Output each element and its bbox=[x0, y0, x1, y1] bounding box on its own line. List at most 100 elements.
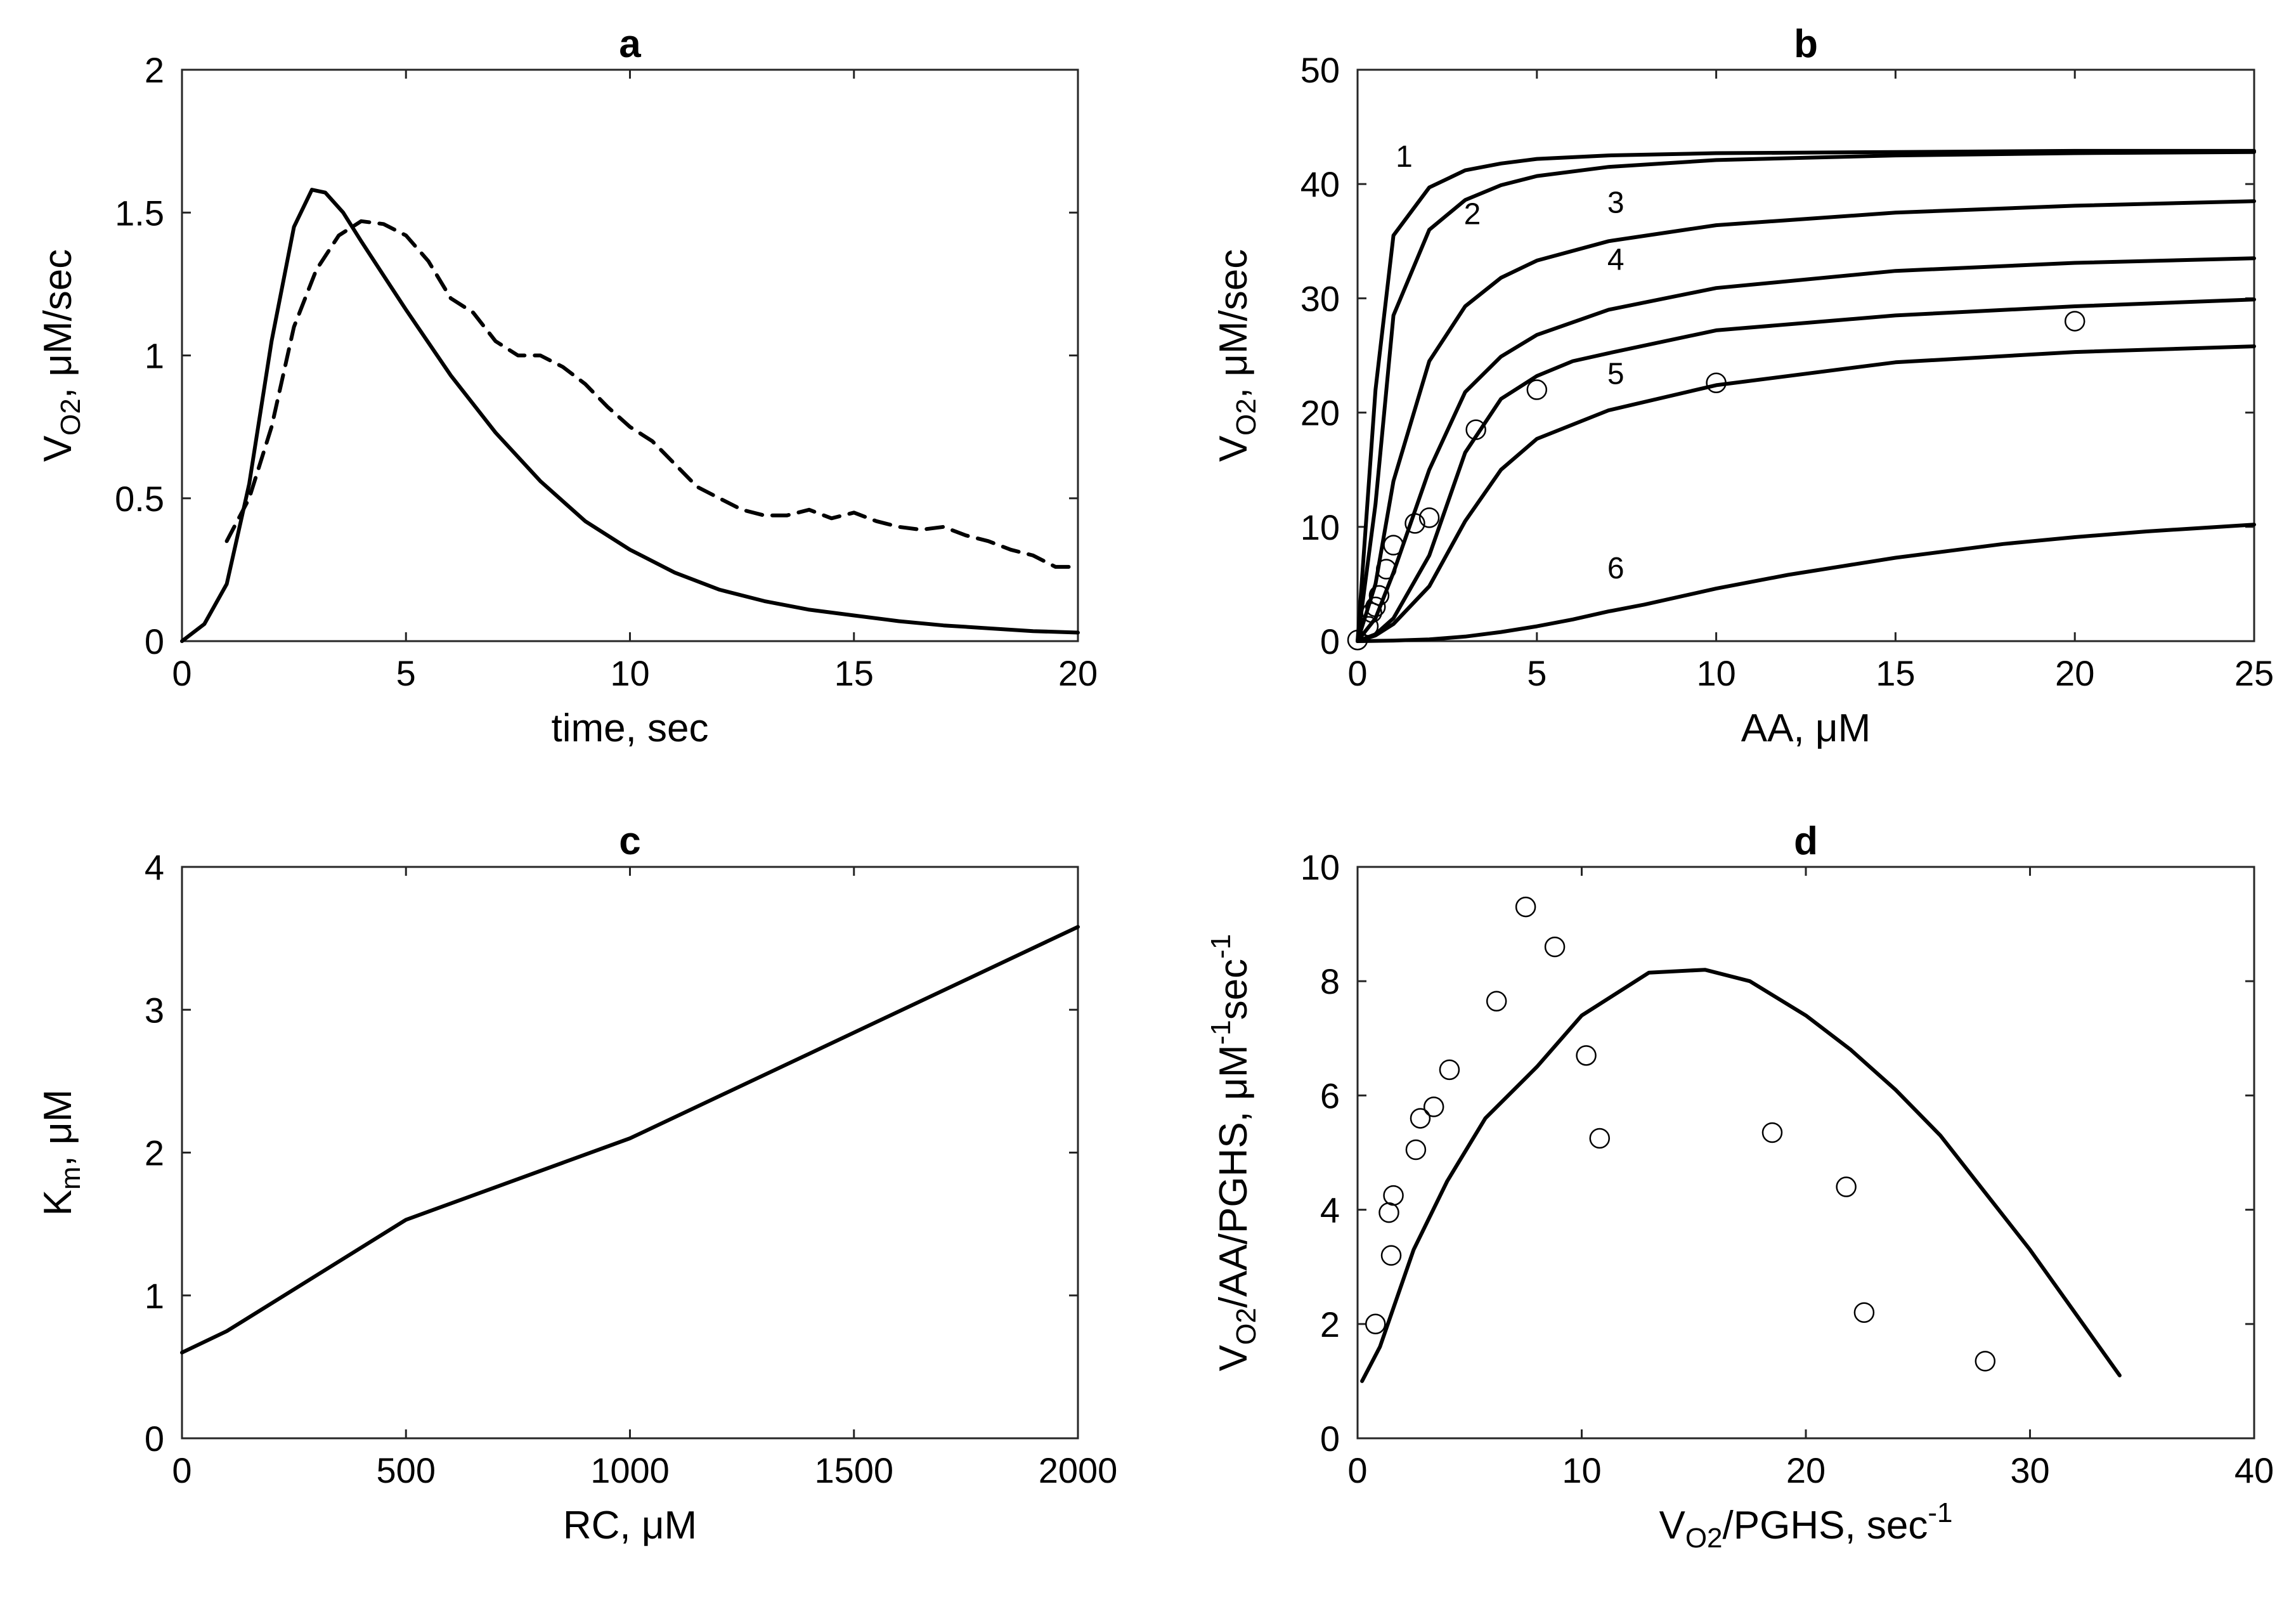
data-point bbox=[1383, 1185, 1404, 1206]
x-tick-label: 15 bbox=[834, 653, 874, 693]
x-tick-label: 20 bbox=[1058, 653, 1098, 693]
data-point bbox=[1358, 616, 1379, 637]
y-tick-label: 0.5 bbox=[115, 479, 164, 519]
y-tick-label: 2 bbox=[1320, 1304, 1340, 1344]
series-line-1 bbox=[180, 925, 1080, 1355]
x-axis-label: time, sec bbox=[551, 706, 708, 750]
curve-label: 3 bbox=[1607, 186, 1625, 219]
panel-title: a bbox=[619, 22, 641, 66]
y-tick-label: 10 bbox=[1300, 507, 1340, 547]
x-tick-label: 5 bbox=[1527, 653, 1547, 693]
data-point bbox=[1365, 596, 1386, 618]
x-tick-label: 0 bbox=[1347, 1450, 1367, 1490]
y-tick-label: 50 bbox=[1300, 50, 1340, 90]
series-line-4 bbox=[1356, 256, 2256, 643]
data-point bbox=[1368, 585, 1390, 606]
series-line-1 bbox=[1360, 968, 2122, 1383]
x-tick-label: 30 bbox=[2010, 1450, 2049, 1490]
plot-frame bbox=[181, 68, 1079, 642]
y-tick-label: 1 bbox=[145, 1276, 164, 1316]
y-tick-label: 2 bbox=[145, 50, 164, 90]
data-point bbox=[1515, 896, 1536, 918]
curve-label: 2 bbox=[1464, 197, 1481, 231]
panel-title: c bbox=[619, 819, 640, 863]
x-tick-label: 0 bbox=[172, 1450, 191, 1490]
data-point bbox=[1439, 1059, 1460, 1081]
plot-frame bbox=[181, 866, 1079, 1440]
x-tick-label: 15 bbox=[1876, 653, 1915, 693]
y-axis-label: VO2, μM/sec bbox=[1212, 249, 1262, 462]
y-axis-label: VO2/AA/PGHS, μM-1sec-1 bbox=[1205, 934, 1262, 1371]
data-point bbox=[1761, 1122, 1783, 1143]
plot-frame bbox=[1356, 68, 2255, 642]
panel-title: b bbox=[1794, 22, 1818, 66]
curve-label: 6 bbox=[1607, 552, 1625, 585]
y-tick-label: 10 bbox=[1300, 847, 1340, 887]
series-line-6 bbox=[1356, 344, 2256, 643]
y-tick-label: 20 bbox=[1300, 393, 1340, 433]
y-tick-label: 40 bbox=[1300, 164, 1340, 204]
y-tick-label: 0 bbox=[1320, 1419, 1340, 1459]
data-point bbox=[1378, 1202, 1399, 1223]
data-point bbox=[1589, 1128, 1611, 1149]
data-point bbox=[1404, 513, 1425, 534]
x-tick-label: 500 bbox=[377, 1450, 436, 1490]
x-axis-label: AA, μM bbox=[1741, 706, 1871, 750]
x-tick-label: 1000 bbox=[590, 1450, 670, 1490]
x-tick-label: 0 bbox=[1347, 653, 1367, 693]
x-tick-label: 0 bbox=[172, 653, 191, 693]
data-point bbox=[1544, 936, 1566, 958]
data-point bbox=[1380, 1245, 1402, 1266]
curve-label: 5 bbox=[1607, 358, 1625, 391]
x-tick-label: 25 bbox=[2234, 653, 2274, 693]
data-point bbox=[1383, 535, 1404, 556]
x-tick-label: 1500 bbox=[814, 1450, 893, 1490]
x-tick-label: 2000 bbox=[1039, 1450, 1118, 1490]
x-tick-label: 20 bbox=[2055, 653, 2094, 693]
data-point bbox=[1526, 379, 1548, 400]
y-axis-label: Km, μM bbox=[36, 1089, 86, 1216]
data-point bbox=[1706, 372, 1727, 393]
data-point bbox=[1375, 559, 1397, 580]
data-point bbox=[1423, 1096, 1444, 1117]
data-point bbox=[1405, 1139, 1427, 1161]
panel-d: 0 10 20 30 40 0 2 4 6 8 10 d VO2/PGHS, sec-1 VO2/AA/P… bbox=[1205, 819, 2274, 1554]
y-tick-label: 6 bbox=[1320, 1076, 1340, 1115]
data-point bbox=[1465, 419, 1486, 440]
x-tick-label: 40 bbox=[2234, 1450, 2274, 1490]
y-tick-label: 0 bbox=[145, 621, 164, 661]
data-point bbox=[1410, 1108, 1431, 1129]
curve-label: 4 bbox=[1607, 243, 1625, 276]
data-point bbox=[1361, 602, 1382, 623]
panel-title: d bbox=[1794, 819, 1818, 863]
y-tick-label: 0 bbox=[145, 1419, 164, 1459]
y-tick-label: 1.5 bbox=[115, 193, 164, 233]
data-point bbox=[1347, 629, 1368, 651]
series-line-1 bbox=[180, 188, 1080, 643]
series-line-2 bbox=[1356, 150, 2256, 643]
y-tick-label: 0 bbox=[1320, 621, 1340, 661]
series-line-5 bbox=[1356, 297, 2256, 643]
data-point bbox=[1365, 1313, 1386, 1335]
series-line-2 bbox=[224, 219, 1080, 569]
plot-frame bbox=[1356, 866, 2255, 1440]
series-line-1 bbox=[1356, 148, 2256, 643]
series-line-7 bbox=[1356, 523, 2256, 643]
series-line-3 bbox=[1356, 199, 2256, 643]
y-tick-label: 8 bbox=[1320, 961, 1340, 1001]
x-tick-label: 5 bbox=[396, 653, 416, 693]
y-axis-label: VO2, μM/sec bbox=[36, 249, 86, 462]
y-tick-label: 1 bbox=[145, 336, 164, 376]
x-tick-label: 10 bbox=[1696, 653, 1735, 693]
data-point bbox=[1486, 991, 1507, 1011]
curve-label: 1 bbox=[1396, 140, 1413, 174]
y-tick-label: 3 bbox=[145, 990, 164, 1030]
x-tick-label: 20 bbox=[1786, 1450, 1826, 1490]
x-axis-label: RC, μM bbox=[563, 1504, 697, 1547]
x-tick-label: 10 bbox=[1562, 1450, 1601, 1490]
x-tick-label: 10 bbox=[610, 653, 649, 693]
data-point bbox=[1836, 1176, 1857, 1197]
data-point bbox=[1418, 507, 1440, 528]
